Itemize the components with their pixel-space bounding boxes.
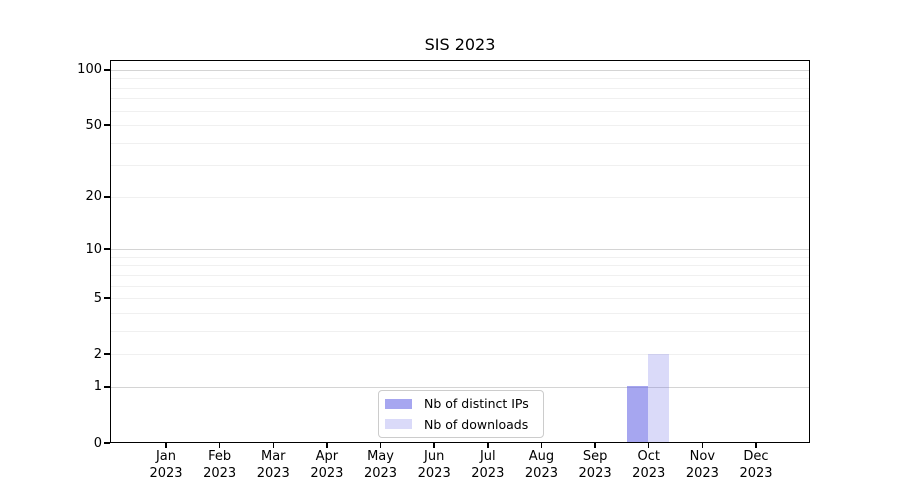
y-tick-label: 1 [93, 379, 102, 395]
x-tick-mark [540, 443, 543, 448]
x-tick-label: May 2023 [363, 449, 398, 481]
x-tick-mark [701, 443, 704, 448]
gridline-minor [111, 265, 809, 267]
legend-label-downloads: Nb of downloads [424, 416, 529, 432]
x-tick-label: Apr 2023 [310, 449, 344, 481]
gridline-minor [111, 78, 809, 80]
y-tick-mark [104, 353, 110, 355]
y-tick-label: 2 [93, 346, 102, 362]
x-tick-mark [326, 443, 328, 448]
x-tick-label: Dec 2023 [739, 449, 773, 481]
gridline-minor [111, 256, 809, 258]
y-tick-label: 10 [85, 241, 102, 257]
x-tick-label: Jan 2023 [149, 449, 183, 481]
gridline-minor [111, 274, 809, 276]
x-tick-label: Jul 2023 [471, 449, 505, 481]
plot-area [110, 60, 810, 443]
legend-swatch-downloads [385, 419, 412, 430]
y-tick-mark [104, 69, 110, 71]
gridline-minor [111, 110, 809, 112]
x-tick-label: Oct 2023 [632, 449, 666, 481]
x-tick-mark [165, 443, 167, 448]
gridline-minor [111, 298, 809, 300]
gridline-minor [111, 330, 809, 332]
x-tick-label: Jun 2023 [417, 449, 451, 481]
y-tick-label: 0 [93, 435, 102, 451]
gridline-minor [111, 165, 809, 167]
y-tick-mark [104, 248, 110, 250]
gridline-minor [111, 285, 809, 287]
legend-row-distinct-ips: Nb of distinct IPs [385, 396, 543, 411]
y-tick-mark [104, 386, 110, 388]
y-tick-label: 100 [77, 62, 102, 78]
gridline-major [111, 69, 809, 71]
gridline-minor [111, 354, 809, 356]
x-tick-mark [433, 443, 435, 448]
y-tick-label: 5 [93, 290, 102, 306]
gridline-minor [111, 142, 809, 144]
x-tick-label: Mar 2023 [256, 449, 290, 481]
gridline-minor [111, 125, 809, 127]
x-tick-mark [487, 443, 489, 448]
legend: Nb of distinct IPs Nb of downloads [378, 390, 544, 438]
y-tick-mark [104, 442, 110, 444]
x-tick-mark [594, 443, 596, 448]
gridline-minor [111, 312, 809, 314]
y-tick-mark [104, 196, 110, 198]
x-tick-mark [272, 443, 275, 448]
x-tick-label: Feb 2023 [203, 449, 237, 481]
x-tick-label: Sep 2023 [578, 449, 612, 481]
legend-label-distinct-ips: Nb of distinct IPs [424, 396, 529, 412]
gridline-major [111, 249, 809, 251]
legend-swatch-distinct-ips [385, 398, 412, 409]
gridline-minor [111, 87, 809, 89]
y-tick-label: 50 [85, 117, 102, 133]
y-tick-mark [104, 297, 110, 299]
x-tick-mark [379, 443, 382, 448]
y-tick-label: 20 [85, 189, 102, 205]
bar-nb-of-downloads [648, 353, 670, 443]
gridline-minor [111, 196, 809, 198]
gridline-major [111, 386, 809, 388]
chart-title: SIS 2023 [424, 35, 496, 54]
x-tick-label: Aug 2023 [524, 449, 558, 481]
x-tick-mark [755, 443, 757, 448]
legend-row-downloads: Nb of downloads [385, 417, 543, 432]
x-tick-mark [647, 443, 650, 448]
gridline-minor [111, 98, 809, 100]
bar-nb-of-distinct-ips [627, 386, 649, 443]
x-tick-mark [218, 443, 221, 448]
y-tick-mark [104, 124, 110, 126]
x-tick-label: Nov 2023 [685, 449, 719, 481]
